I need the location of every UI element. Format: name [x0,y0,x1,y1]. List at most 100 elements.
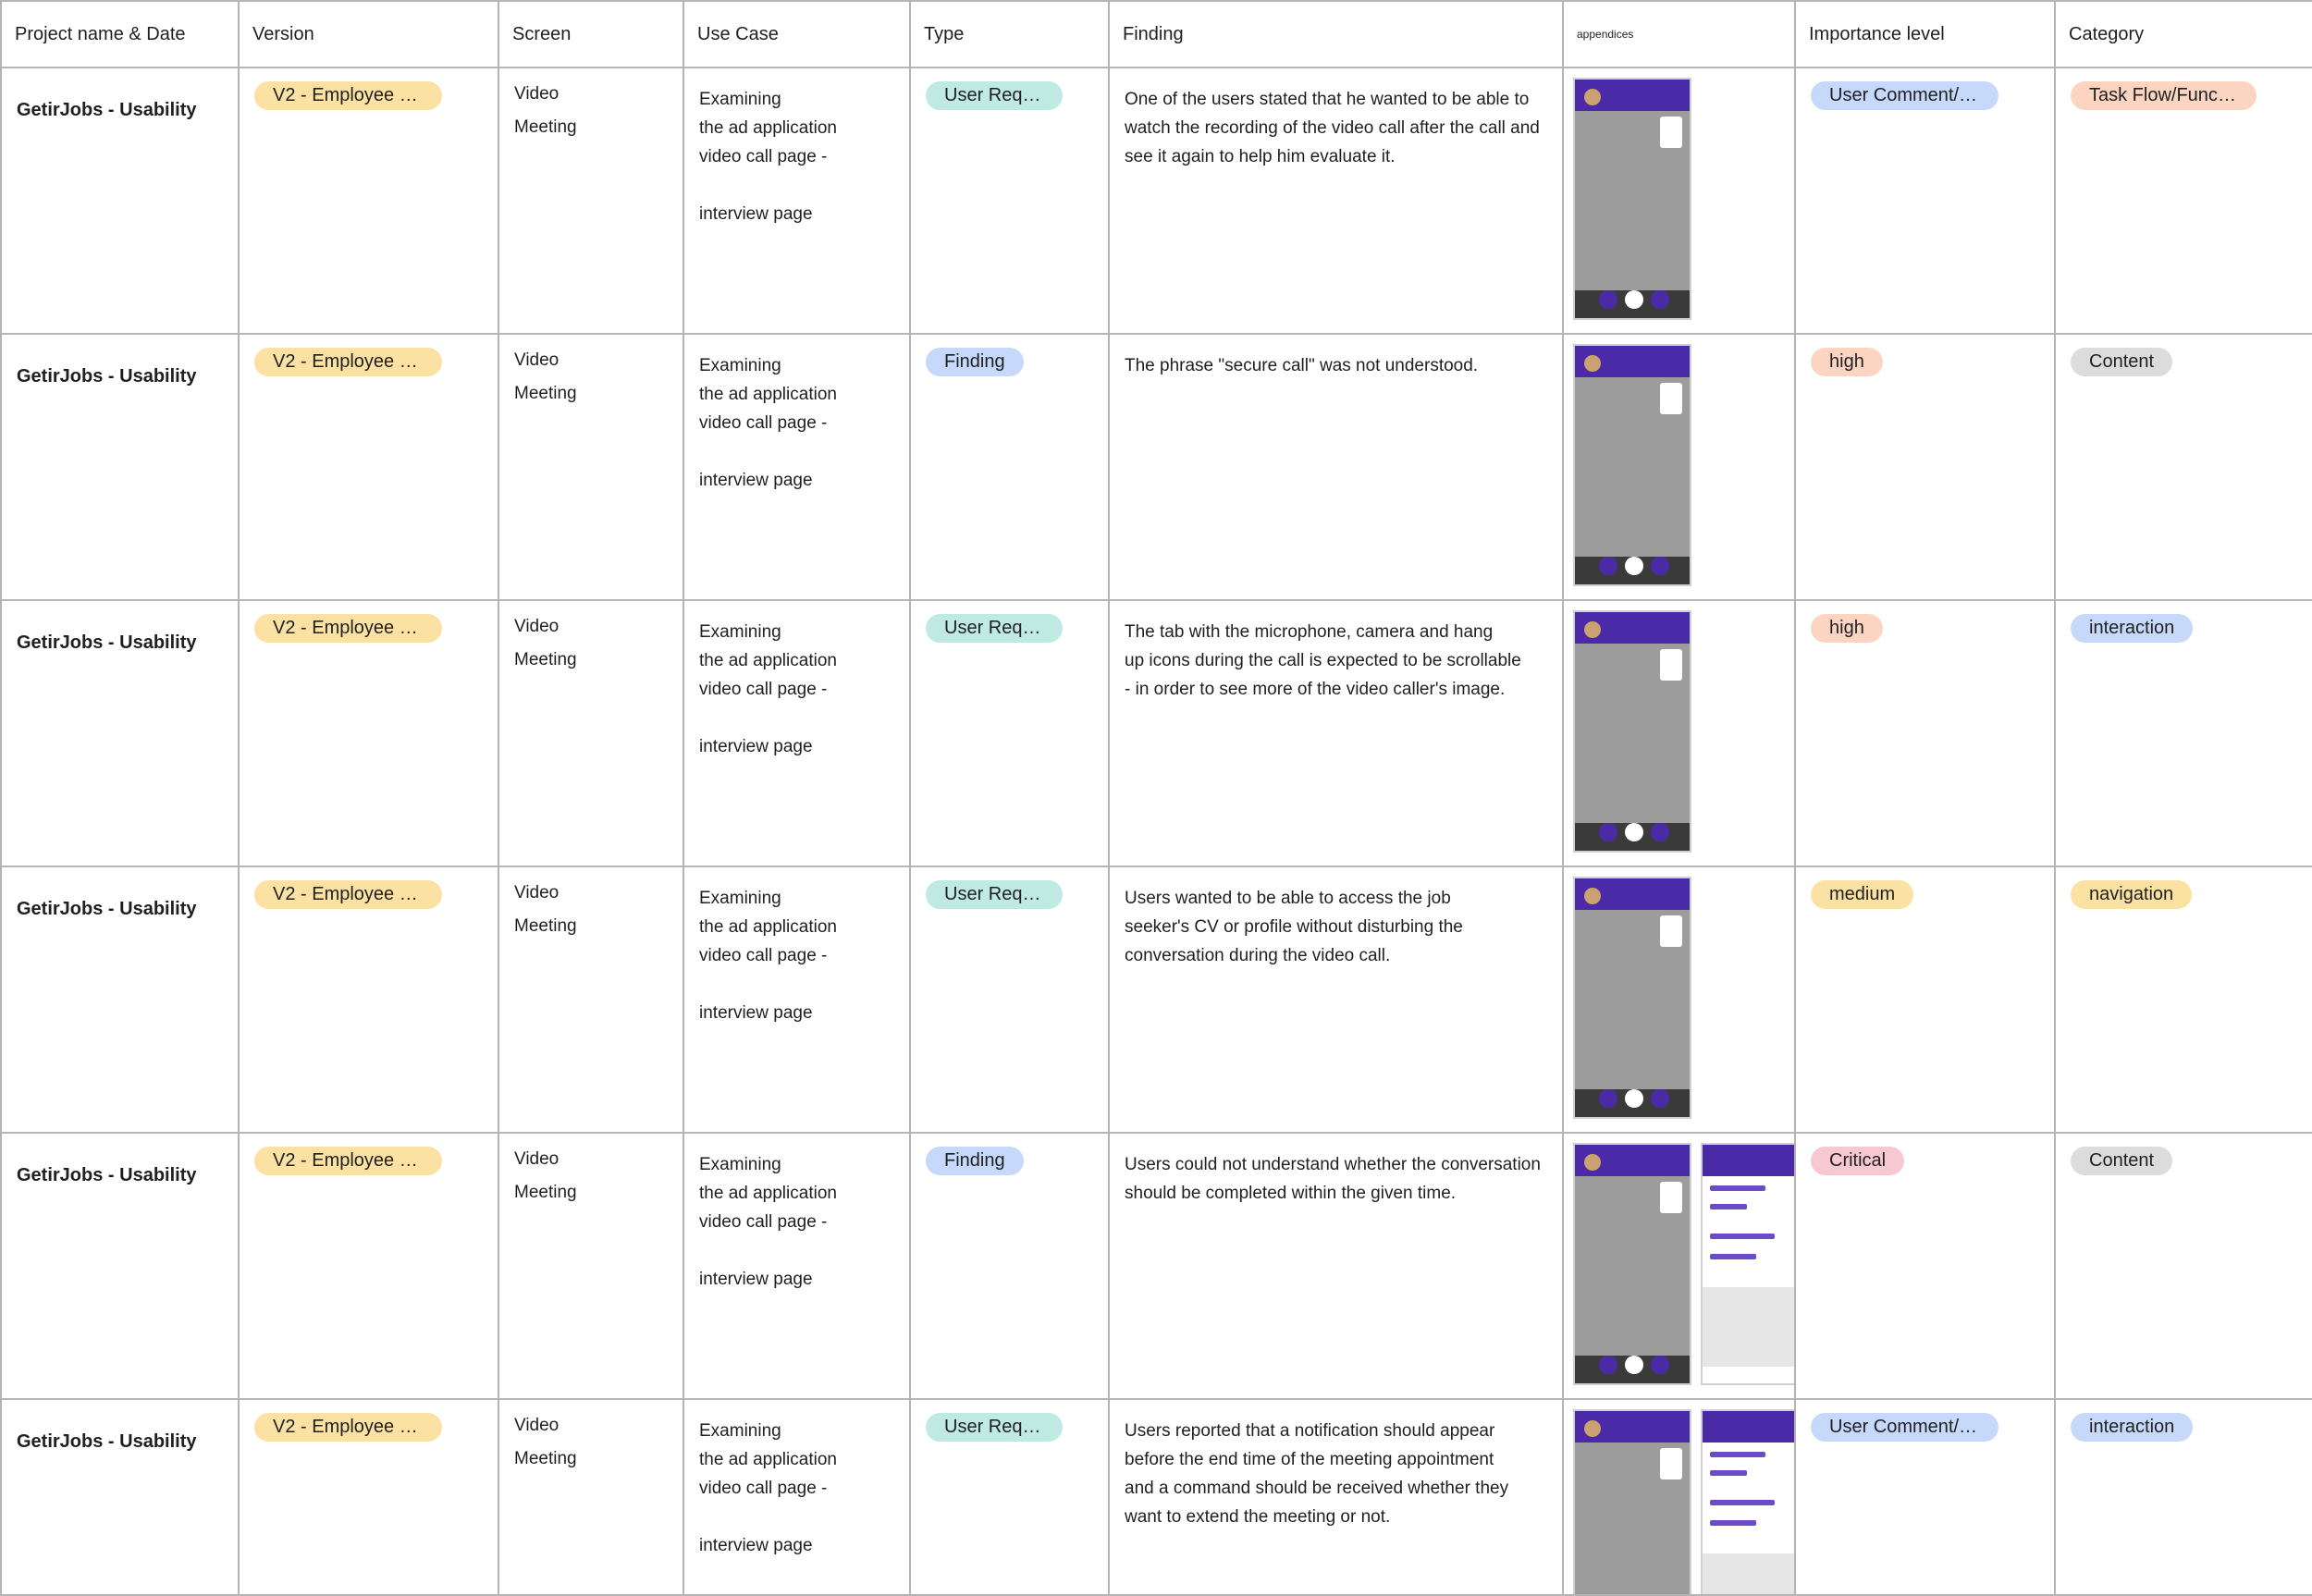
header-finding[interactable]: Finding [1108,0,1564,68]
project-cell[interactable]: GetirJobs - Usability [0,333,240,601]
call-screenshot-thumbnail[interactable] [1573,610,1691,853]
use-case-cell[interactable]: Examining the ad application video call pa… [683,333,911,601]
use-case-line: video call page - [699,147,828,166]
screen-cell[interactable]: Video Meeting [498,333,684,601]
category-tag[interactable]: interaction [2071,1413,2194,1442]
screen-cell[interactable]: Video Meeting [498,67,684,335]
importance-tag[interactable]: high [1811,348,1883,376]
importance-cell[interactable]: high [1794,333,2056,601]
header-importance[interactable]: Importance level [1794,0,2056,68]
importance-tag[interactable]: medium [1811,880,1914,909]
importance-cell[interactable]: medium [1794,866,2056,1134]
type-tag[interactable]: Finding [926,1147,1024,1175]
importance-cell[interactable]: User Comment/Req... [1794,1398,2056,1596]
version-cell[interactable]: V2 - Employee caller [238,1132,499,1400]
importance-tag[interactable]: User Comment/Req... [1811,81,1998,110]
category-cell[interactable]: Content [2054,333,2312,601]
header-category[interactable]: Category [2054,0,2312,68]
appendices-cell[interactable] [1562,67,1796,335]
chat-screenshot-thumbnail[interactable] [1701,1143,1793,1385]
use-case-cell[interactable]: Examining the ad application video call pa… [683,599,911,867]
version-cell[interactable]: V2 - Employee caller [238,333,499,601]
type-tag[interactable]: User Request [926,614,1064,643]
type-tag[interactable]: User Request [926,880,1064,909]
version-cell[interactable]: V2 - Employee caller [238,67,499,335]
type-cell[interactable]: User Request [909,866,1110,1134]
category-tag[interactable]: Content [2071,348,2173,376]
screen-line: Meeting [514,650,577,669]
importance-tag[interactable]: Critical [1811,1147,1905,1175]
type-cell[interactable]: User Request [909,599,1110,867]
project-cell[interactable]: GetirJobs - Usability [0,67,240,335]
version-tag[interactable]: V2 - Employee caller [254,348,442,376]
use-case-cell[interactable]: Examining the ad application video call pa… [683,1398,911,1596]
type-cell[interactable]: Finding [909,333,1110,601]
header-screen[interactable]: Screen [498,0,684,68]
screen-cell[interactable]: Video Meeting [498,866,684,1134]
appendices-cell[interactable] [1562,1398,1796,1596]
finding-cell[interactable]: Users reported that a notification shoul… [1108,1398,1564,1596]
use-case-cell[interactable]: Examining the ad application video call pa… [683,1132,911,1400]
finding-cell[interactable]: Users could not understand whether the c… [1108,1132,1564,1400]
category-cell[interactable]: interaction [2054,599,2312,867]
call-screenshot-thumbnail[interactable] [1573,877,1691,1119]
screen-cell[interactable]: Video Meeting [498,1398,684,1596]
category-cell[interactable]: Content [2054,1132,2312,1400]
importance-cell[interactable]: Critical [1794,1132,2056,1400]
importance-tag[interactable]: high [1811,614,1883,643]
project-cell[interactable]: GetirJobs - Usability [0,1132,240,1400]
call-screenshot-thumbnail[interactable] [1573,1409,1691,1593]
type-cell[interactable]: User Request [909,67,1110,335]
call-screenshot-thumbnail[interactable] [1573,78,1691,320]
version-tag[interactable]: V2 - Employee caller [254,614,442,643]
category-cell[interactable]: navigation [2054,866,2312,1134]
finding-cell[interactable]: The phrase "secure call" was not underst… [1108,333,1564,601]
category-tag[interactable]: interaction [2071,614,2194,643]
project-cell[interactable]: GetirJobs - Usability [0,1398,240,1596]
version-tag[interactable]: V2 - Employee caller [254,1413,442,1442]
importance-cell[interactable]: high [1794,599,2056,867]
type-cell[interactable]: User Request [909,1398,1110,1596]
use-case-cell[interactable]: Examining the ad application video call pa… [683,67,911,335]
category-tag[interactable]: navigation [2071,880,2193,909]
use-case-cell[interactable]: Examining the ad application video call pa… [683,866,911,1134]
version-cell[interactable]: V2 - Employee caller [238,866,499,1134]
type-tag[interactable]: User Request [926,81,1064,110]
header-appendices[interactable]: appendices [1562,0,1796,68]
importance-cell[interactable]: User Comment/Req... [1794,67,2056,335]
category-tag[interactable]: Task Flow/Function ... [2071,81,2257,110]
header-version[interactable]: Version [238,0,499,68]
appendices-cell[interactable] [1562,599,1796,867]
importance-tag[interactable]: User Comment/Req... [1811,1413,1998,1442]
finding-cell[interactable]: Users wanted to be able to access the jo… [1108,866,1564,1134]
screen-line: Video [514,617,560,636]
finding-cell[interactable]: One of the users stated that he wanted t… [1108,67,1564,335]
chat-screenshot-thumbnail[interactable] [1701,1409,1793,1593]
finding-line: Users could not understand whether the c… [1125,1155,1541,1174]
version-tag[interactable]: V2 - Employee caller [254,81,442,110]
header-use-case[interactable]: Use Case [683,0,911,68]
screen-cell[interactable]: Video Meeting [498,1132,684,1400]
finding-cell[interactable]: The tab with the microphone, camera and … [1108,599,1564,867]
call-screenshot-thumbnail[interactable] [1573,1143,1691,1385]
appendices-cell[interactable] [1562,1132,1796,1400]
version-cell[interactable]: V2 - Employee caller [238,599,499,867]
category-tag[interactable]: Content [2071,1147,2173,1175]
category-cell[interactable]: interaction [2054,1398,2312,1596]
version-cell[interactable]: V2 - Employee caller [238,1398,499,1596]
type-tag[interactable]: Finding [926,348,1024,376]
appendices-cell[interactable] [1562,333,1796,601]
project-cell[interactable]: GetirJobs - Usability [0,599,240,867]
call-screenshot-thumbnail[interactable] [1573,344,1691,586]
type-tag[interactable]: User Request [926,1413,1064,1442]
version-tag[interactable]: V2 - Employee caller [254,880,442,909]
project-cell[interactable]: GetirJobs - Usability [0,866,240,1134]
version-tag[interactable]: V2 - Employee caller [254,1147,442,1175]
type-cell[interactable]: Finding [909,1132,1110,1400]
screen-cell[interactable]: Video Meeting [498,599,684,867]
header-type[interactable]: Type [909,0,1110,68]
header-project[interactable]: Project name & Date [0,0,240,68]
category-cell[interactable]: Task Flow/Function ... [2054,67,2312,335]
type-wrap: User Request [912,1401,1107,1446]
appendices-cell[interactable] [1562,866,1796,1134]
